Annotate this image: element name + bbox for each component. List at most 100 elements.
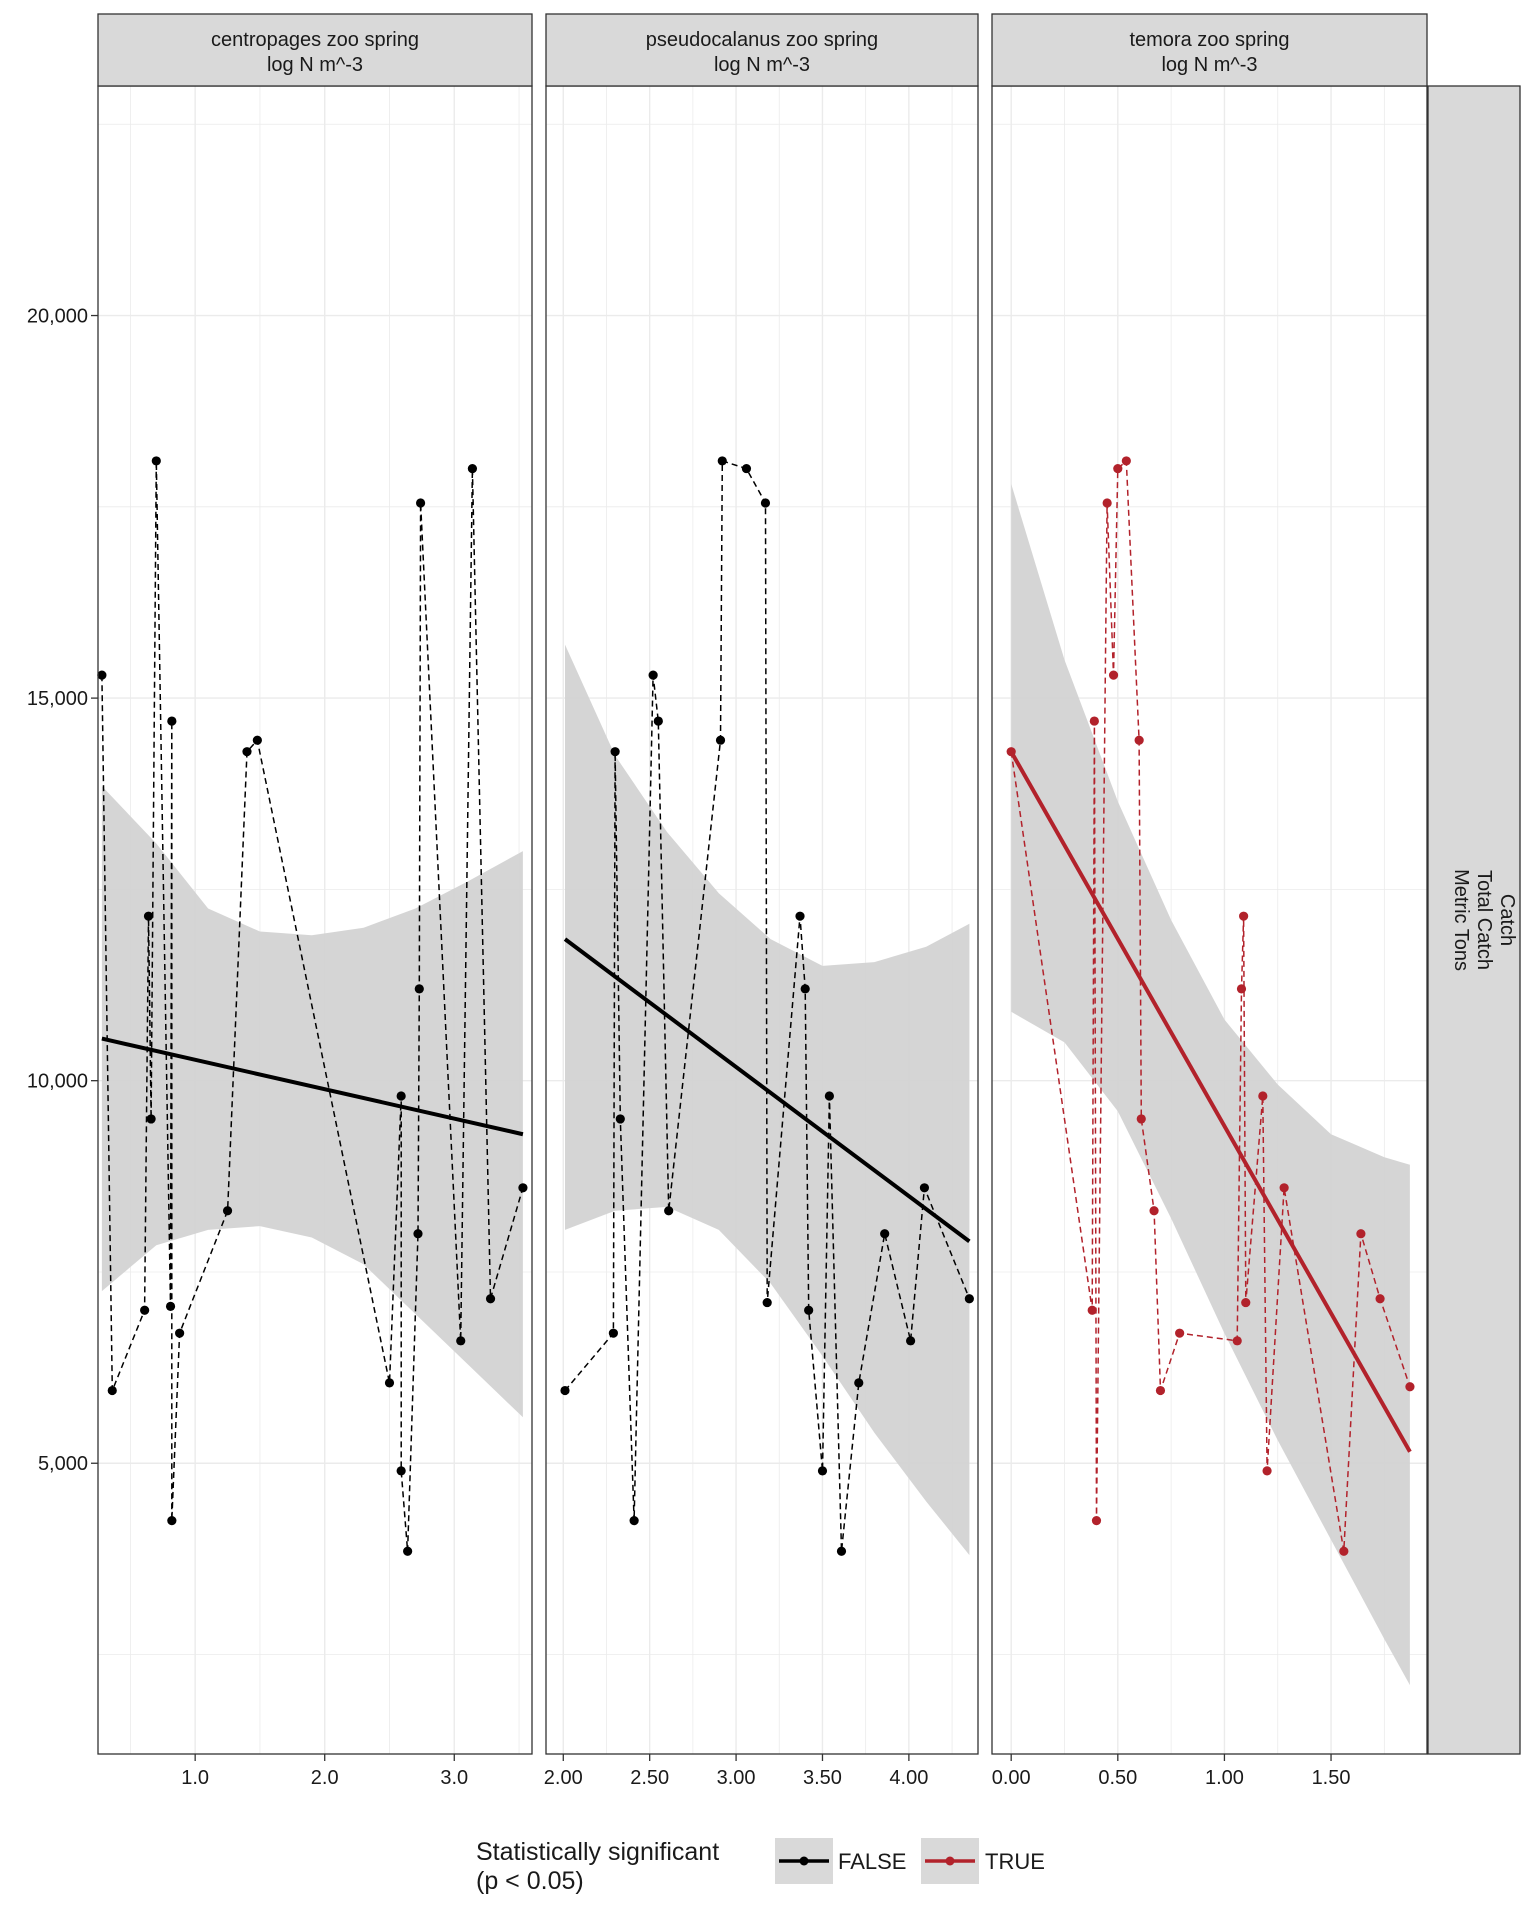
data-point bbox=[146, 1114, 156, 1124]
data-point bbox=[741, 463, 752, 474]
data-point bbox=[1136, 1114, 1146, 1124]
data-point bbox=[800, 984, 810, 994]
data-point bbox=[167, 1516, 177, 1526]
data-point bbox=[817, 1466, 828, 1476]
x-tick-label: 2.50 bbox=[630, 1767, 669, 1789]
data-point bbox=[140, 1305, 150, 1315]
data-point bbox=[107, 1385, 117, 1396]
data-point bbox=[175, 1328, 185, 1338]
data-point bbox=[715, 735, 726, 745]
data-point bbox=[610, 747, 620, 757]
data-point bbox=[143, 911, 154, 921]
data-point bbox=[560, 1385, 570, 1396]
x-tick-label: 2.0 bbox=[311, 1767, 339, 1789]
facet-strip bbox=[545, 13, 979, 87]
data-point bbox=[167, 716, 177, 726]
data-point bbox=[1091, 1516, 1102, 1526]
facet-title-line-2: log N m^-3 bbox=[1161, 54, 1257, 76]
legend: Statistically significant (p < 0.05) FAL… bbox=[476, 1838, 1045, 1895]
data-point bbox=[151, 456, 161, 466]
data-point bbox=[1339, 1546, 1349, 1556]
data-point bbox=[1175, 1328, 1185, 1338]
right-strip-background bbox=[1427, 85, 1521, 1755]
right-strip-label-line-3: Metric Tons bbox=[1450, 869, 1472, 971]
series-line bbox=[1010, 459, 1411, 1552]
data-point bbox=[456, 1336, 466, 1346]
data-point bbox=[615, 1114, 625, 1124]
data-point bbox=[804, 1305, 814, 1315]
data-point bbox=[252, 735, 262, 745]
data-point bbox=[1134, 735, 1144, 745]
data-point bbox=[1405, 1382, 1415, 1392]
data-point bbox=[467, 463, 478, 474]
data-point bbox=[222, 1206, 233, 1216]
data-point bbox=[414, 984, 424, 994]
data-point bbox=[608, 1328, 618, 1338]
legend-label-true: TRUE bbox=[985, 1849, 1045, 1874]
data-point bbox=[1006, 747, 1016, 757]
facet-title-line-1: centropages zoo spring bbox=[211, 29, 419, 51]
facet-panel-3: temora zoo spring log N m^-3 0.00 0.50 1.00 1… bbox=[991, 13, 1428, 1789]
data-point bbox=[518, 1183, 528, 1193]
data-point bbox=[836, 1546, 847, 1556]
data-point bbox=[1155, 1385, 1166, 1396]
data-point bbox=[1375, 1294, 1385, 1304]
y-tick-label: 15,000 bbox=[27, 688, 88, 710]
regression-line bbox=[1009, 750, 1412, 1453]
data-point bbox=[242, 747, 252, 757]
legend-key-true-point bbox=[945, 1856, 955, 1866]
facet-strip bbox=[97, 13, 533, 87]
data-point bbox=[1262, 1466, 1272, 1476]
data-point bbox=[1258, 1091, 1268, 1101]
data-point bbox=[396, 1466, 406, 1476]
x-tick-label: 3.50 bbox=[803, 1767, 842, 1789]
data-point bbox=[964, 1294, 974, 1304]
x-tick-label: 2.00 bbox=[544, 1767, 583, 1789]
data-point bbox=[664, 1206, 674, 1216]
confidence-ribbon bbox=[1011, 483, 1410, 1686]
data-point bbox=[165, 1301, 176, 1311]
x-tick-label: 4.00 bbox=[889, 1767, 928, 1789]
data-point bbox=[1236, 984, 1247, 994]
data-point bbox=[1102, 498, 1112, 508]
facet-panel-2: pseudocalanus zoo spring log N m^-3 2.00 2.… bbox=[544, 13, 979, 1789]
facet-title-line-1: pseudocalanus zoo spring bbox=[646, 29, 878, 51]
y-tick-label: 5,000 bbox=[38, 1453, 88, 1475]
series-line bbox=[564, 459, 971, 1552]
legend-label-false: FALSE bbox=[838, 1849, 906, 1874]
facet-panel-1: centropages zoo spring log N m^-3 1.0 2.0 3.… bbox=[27, 13, 533, 1789]
data-point bbox=[396, 1091, 406, 1101]
right-strip: Catch Total Catch Metric Tons bbox=[1427, 85, 1521, 1755]
data-point bbox=[795, 911, 805, 921]
legend-title-line-2: (p < 0.05) bbox=[476, 1867, 584, 1895]
data-point bbox=[906, 1336, 916, 1346]
y-tick-label: 10,000 bbox=[27, 1071, 88, 1093]
data-point bbox=[919, 1183, 930, 1193]
data-point bbox=[1232, 1336, 1242, 1346]
data-point bbox=[760, 498, 771, 508]
data-point bbox=[1121, 456, 1131, 466]
x-tick-label: 1.00 bbox=[1205, 1767, 1244, 1789]
data-point bbox=[1113, 463, 1123, 474]
legend-key-false-point bbox=[799, 1856, 809, 1866]
data-point bbox=[415, 498, 426, 508]
facet-title-line-2: log N m^-3 bbox=[714, 54, 810, 76]
regression-line bbox=[563, 937, 971, 1243]
data-point bbox=[1279, 1183, 1289, 1193]
x-tick-label: 3.0 bbox=[440, 1767, 468, 1789]
data-point bbox=[97, 670, 107, 680]
data-point bbox=[717, 456, 727, 466]
data-point bbox=[1356, 1229, 1366, 1239]
data-point bbox=[1239, 911, 1249, 921]
data-point bbox=[1089, 716, 1099, 726]
data-point bbox=[1087, 1305, 1097, 1315]
data-point bbox=[1108, 670, 1119, 680]
x-tick-label: 1.0 bbox=[181, 1767, 209, 1789]
facet-strip bbox=[991, 13, 1428, 87]
data-point bbox=[653, 716, 663, 726]
x-tick-label: 1.50 bbox=[1312, 1767, 1351, 1789]
data-point bbox=[629, 1516, 639, 1526]
legend-title-line-1: Statistically significant bbox=[476, 1838, 719, 1866]
x-tick-label: 3.00 bbox=[717, 1767, 756, 1789]
